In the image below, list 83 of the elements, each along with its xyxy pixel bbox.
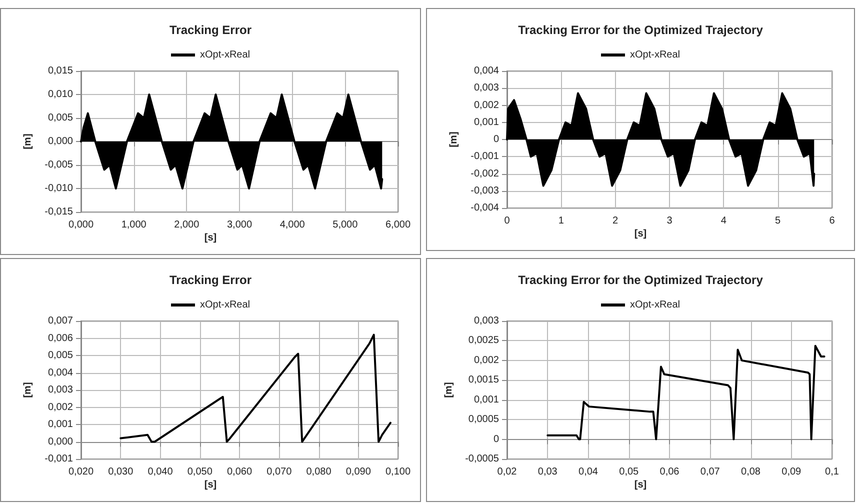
x-tick-label: 6 xyxy=(829,216,836,226)
x-tick-label: 6,000 xyxy=(385,220,411,230)
x-tick-label: 2 xyxy=(612,216,619,226)
y-tick-label: 0,003 xyxy=(474,316,500,326)
x-axis-title: [s] xyxy=(634,228,647,240)
x-axis-title: [s] xyxy=(204,232,217,244)
chart-title: Tracking Error for the Optimized Trajectory xyxy=(518,23,764,37)
x-tick-label: 0 xyxy=(504,216,510,226)
y-tick-label: -0,001 xyxy=(470,151,500,162)
x-tick-label: 0,04 xyxy=(578,466,598,478)
y-tick-label: -0,002 xyxy=(470,168,500,180)
x-tick-label: 5 xyxy=(775,216,782,226)
legend-label: xOpt-xReal xyxy=(630,300,680,310)
y-tick-label: -0,005 xyxy=(44,160,74,170)
x-tick-label: 3,000 xyxy=(226,220,252,230)
x-tick-label: 0,06 xyxy=(660,466,680,478)
x-tick-label: 0,060 xyxy=(226,466,252,478)
x-tick-label: 0,030 xyxy=(108,466,134,478)
y-tick-label: 0 xyxy=(493,134,500,145)
y-tick-label: -0,010 xyxy=(44,183,74,194)
y-tick-label: 0,004 xyxy=(48,367,74,378)
x-tick-label: 0,1 xyxy=(825,466,840,478)
y-tick-label: -0,003 xyxy=(470,185,500,196)
y-tick-label: 0,001 xyxy=(474,394,500,406)
y-tick-label: 0,006 xyxy=(48,332,74,344)
y-tick-label: 0,000 xyxy=(48,136,74,147)
x-tick-label: 2,000 xyxy=(174,220,200,230)
x-tick-label: 0,000 xyxy=(68,220,94,230)
x-tick-label: 0,03 xyxy=(538,466,558,478)
y-tick-label: 0,002 xyxy=(474,354,500,366)
y-tick-label: -0,015 xyxy=(44,206,74,218)
chart-title: Tracking Error xyxy=(169,273,252,287)
x-tick-label: 0,09 xyxy=(782,466,802,478)
y-axis-title: [m] xyxy=(444,382,455,398)
x-tick-label: 0,02 xyxy=(497,466,518,478)
x-tick-label: 0,020 xyxy=(68,466,94,478)
line-series xyxy=(120,334,392,443)
y-axis-title: [m] xyxy=(22,134,34,150)
y-tick-label: 0,005 xyxy=(48,350,74,361)
legend-label: xOpt-xReal xyxy=(200,300,250,310)
x-tick-label: 0,070 xyxy=(266,466,292,478)
y-tick-label: -0,001 xyxy=(44,454,74,464)
y-tick-label: 0,001 xyxy=(474,116,500,128)
y-tick-label: 0,0025 xyxy=(468,335,500,346)
y-tick-label: 0,003 xyxy=(474,82,500,94)
x-tick-label: 4,000 xyxy=(280,220,306,230)
y-tick-label: 0,0005 xyxy=(468,414,500,426)
y-tick-label: 0 xyxy=(493,434,500,445)
y-tick-label: 0,001 xyxy=(48,419,74,430)
x-tick-label: 0,040 xyxy=(148,466,174,478)
y-axis-title: [m] xyxy=(448,132,460,148)
legend-label: xOpt-xReal xyxy=(630,50,680,60)
x-tick-label: 0,07 xyxy=(700,466,720,478)
x-tick-label: 0,080 xyxy=(306,466,332,478)
legend-label: xOpt-xReal xyxy=(200,50,250,60)
x-tick-label: 0,050 xyxy=(187,466,213,478)
line-series xyxy=(546,344,826,440)
x-tick-label: 4 xyxy=(720,216,727,226)
x-tick-label: 0,05 xyxy=(619,466,640,478)
y-tick-label: 0,007 xyxy=(48,316,74,326)
x-axis-title: [s] xyxy=(634,480,647,490)
y-tick-label: 0,000 xyxy=(48,436,74,448)
x-tick-label: 1,000 xyxy=(121,220,147,230)
chart-title: Tracking Error for the Optimized Trajectory xyxy=(518,273,764,287)
chart-title: Tracking Error xyxy=(169,23,252,37)
y-tick-label: 0,003 xyxy=(48,384,74,396)
y-tick-label: 0,0015 xyxy=(468,374,500,386)
x-tick-label: 5,000 xyxy=(332,220,358,230)
y-tick-label: -0,004 xyxy=(470,202,500,214)
y-tick-label: -0,0005 xyxy=(465,454,500,464)
x-axis-title: [s] xyxy=(204,480,217,490)
x-tick-label: 1 xyxy=(558,216,564,226)
y-tick-label: 0,010 xyxy=(48,89,74,100)
x-tick-label: 0,090 xyxy=(346,466,372,478)
x-tick-label: 3 xyxy=(666,216,673,226)
y-axis-title: [m] xyxy=(22,382,34,398)
y-tick-label: 0,002 xyxy=(474,100,500,111)
y-tick-label: 0,005 xyxy=(48,112,74,124)
x-tick-label: 0,100 xyxy=(385,466,411,478)
y-tick-label: 0,004 xyxy=(474,66,500,76)
y-tick-label: 0,015 xyxy=(48,66,74,76)
y-tick-label: 0,002 xyxy=(48,402,74,413)
x-tick-label: 0,08 xyxy=(741,466,761,478)
